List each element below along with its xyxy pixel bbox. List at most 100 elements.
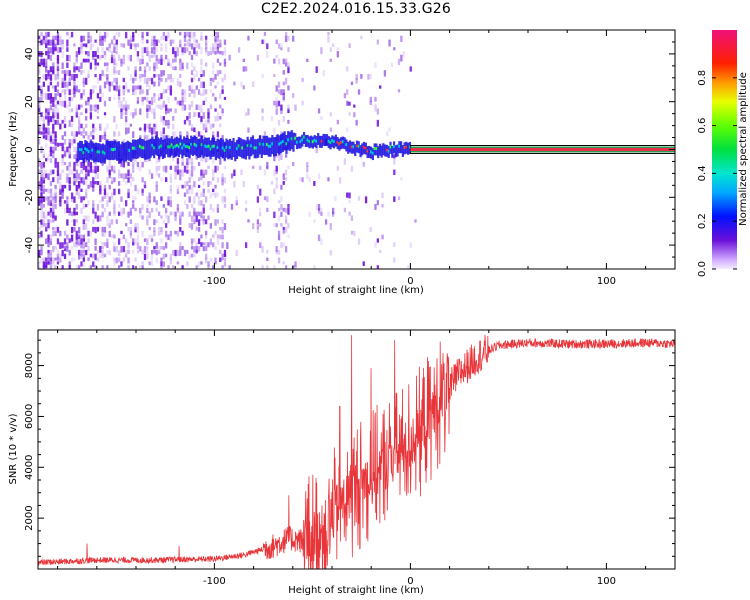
spectrogram-cell [376,238,379,243]
track-core [110,147,114,151]
spectrogram-cell [155,62,158,69]
spectrogram-cell [409,242,412,249]
spectrogram-cell [160,54,163,59]
spectrogram-cell [66,165,69,171]
spectrogram-cell [146,123,149,129]
track-core [294,136,297,140]
spectrogram-cell [334,196,337,202]
spectrogram-cell [198,269,200,275]
spectrogram-cell [172,123,175,130]
spectrogram-cell [355,77,358,84]
colorbar-ticks: 0.00.20.40.60.8 [697,70,737,277]
spectrogram-cell [115,51,118,55]
spectrogram-cell [273,265,276,269]
y-tick-label: 6000 [24,404,35,429]
track-core [267,144,271,148]
spectrogram-cell [167,135,170,140]
spectrogram-cell [85,77,88,85]
spectrogram-cell [204,123,208,131]
track-band [394,145,397,158]
spectrogram-cell [190,123,194,130]
spectrogram-cell [270,116,274,121]
spectrogram-cell [244,207,248,212]
spectrogram-cell [226,242,229,250]
spectrogram-cell [61,89,64,93]
spectrogram-cell [113,58,116,66]
x-tick-label: -100 [203,576,226,587]
spectrogram-cell [202,181,205,186]
spectrogram-cell [47,131,50,135]
track-band [273,137,276,157]
spectrogram-cell [186,135,189,140]
spectrogram-cell [61,119,64,124]
spectrogram-cell [54,215,57,221]
spectrogram-cell [73,62,76,67]
track-band [220,137,223,158]
spectrogram-cell [80,188,83,192]
spectrogram-cell [400,54,403,62]
track-core [168,145,172,149]
spectrogram-cell [40,269,42,274]
spectrogram-cell [193,35,196,43]
spectrogram-cell [153,81,156,87]
spectrogram-cell [117,85,121,91]
track-band [77,142,80,162]
spectrogram-cell [82,135,85,139]
spectrogram-cell [287,47,290,52]
spectrogram-cell [317,173,321,180]
spectrogram-cell [212,169,215,174]
spectrogram-cell [284,265,288,269]
spectrogram-cell [169,196,173,200]
track-core [280,141,283,145]
spectrogram-cell [148,158,151,162]
spectrogram-cell [179,58,182,63]
spectrogram-cell [99,54,102,60]
spectrogram-cell [134,158,137,163]
spectrogram-cell [374,104,377,112]
spectrogram-cell [188,169,191,177]
spectrogram-cell [132,131,135,138]
spectrogram-cell [244,242,248,249]
spectrogram-cell [82,35,85,42]
spectrogram-cell [70,211,74,217]
spectrogram-cell [103,192,107,200]
spectrogram-cell [108,96,111,102]
spectrogram-cell [108,43,111,48]
spectrogram-cell [273,100,276,106]
spectrogram-cell [85,116,88,121]
spectrogram-cell [103,73,107,78]
spectrogram-cell [177,269,179,273]
spectrogram-cell [136,249,140,254]
spectrogram-cell [141,31,144,38]
spectrogram-cell [113,54,116,61]
spectrogram-cell [193,219,196,225]
spectrogram-cell [160,35,163,41]
spectrogram-cell [181,211,184,217]
spectrogram-cell [70,246,74,250]
spectrogram-cell [63,242,67,249]
spectrogram-cell [56,35,60,42]
spectrogram-cell [193,238,196,243]
spectrogram-cell [186,188,189,194]
spectrogram-cell [99,246,102,253]
spectrogram-cell [40,200,43,204]
spectrogram-cell [183,165,187,173]
spectrogram-cell [82,234,85,242]
spectrogram-cell [99,73,102,81]
spectrogram-cell [136,165,140,170]
spectrogram-cell [40,181,43,188]
spectrogram-cell [193,47,196,54]
spectrogram-cell [202,188,205,193]
track-core [235,147,239,151]
spectrogram-cell [113,35,116,40]
spectrogram-cell [52,207,55,212]
spectrogram-cell [113,246,116,252]
spectrogram-cell [141,230,144,238]
spectrogram-cell [45,47,48,51]
spectrogram-cell [108,161,111,169]
spectrogram-cell [172,158,175,162]
spectrogram-cell [165,54,168,60]
track-core [246,143,249,147]
spectrogram-cell [40,230,43,237]
spectrogram-cell [284,62,288,67]
